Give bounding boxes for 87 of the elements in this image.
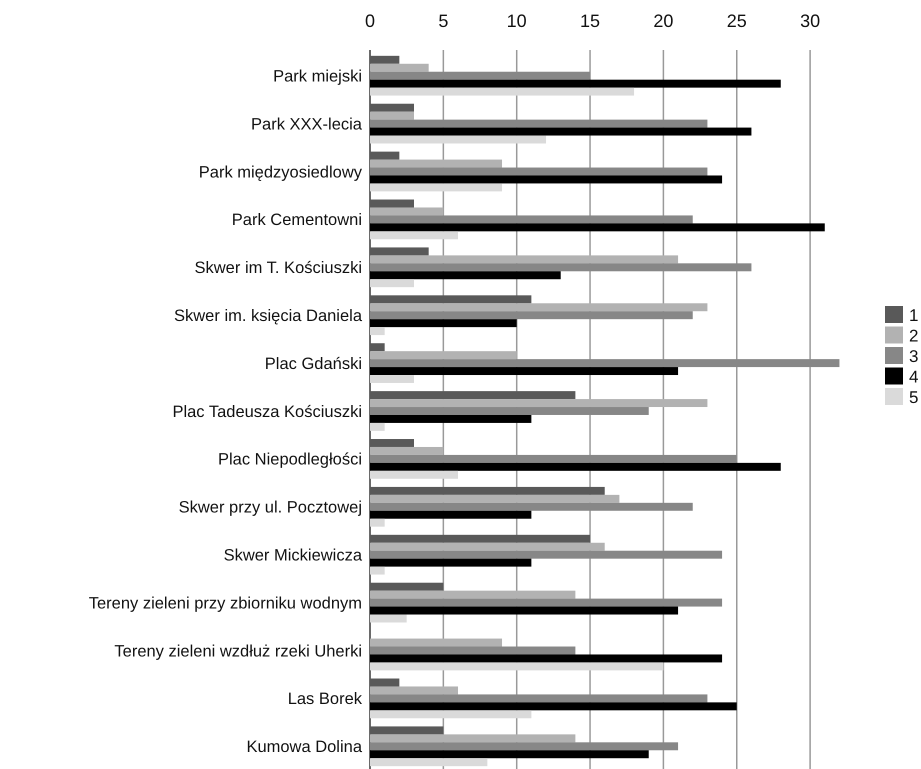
y-tick-label: Tereny zieleni przy zbiorniku wodnym [88,594,362,612]
bar [370,606,678,615]
bar [370,263,752,272]
x-tick-label: 0 [364,11,376,31]
x-tick-label: 15 [580,11,600,31]
bar [370,271,561,280]
bar [370,128,752,136]
bar [370,367,678,376]
bar [370,279,414,288]
legend-label: 5 [909,388,918,407]
bar [370,654,722,662]
y-tick-label: Skwer przy ul. Pocztowej [178,498,362,517]
y-tick-label: Park miejski [273,67,362,86]
bar [370,351,517,360]
x-tick-label: 25 [726,11,747,31]
bar [370,702,737,710]
y-tick-label: Plac Niepodległości [218,450,362,469]
bar [370,414,532,423]
bar [370,168,708,176]
bar [370,614,407,622]
y-tick-label: Park Cementowni [232,211,362,230]
bar [370,758,488,766]
y-tick-label: Park międzyosiedlowy [198,163,363,182]
y-tick-label: Kumowa Dolina [246,738,363,756]
bar [370,80,781,88]
bar [370,303,708,312]
bar [370,502,693,511]
bar [370,231,458,240]
bar [370,494,620,503]
bar [370,160,502,168]
x-tick-label: 10 [506,11,527,31]
bar [370,454,737,463]
bar [370,686,458,694]
bar [370,694,708,702]
bar [370,710,532,718]
bar [370,750,649,758]
bar [370,422,385,431]
bar [370,183,502,192]
bar [370,120,708,128]
bar [370,88,634,96]
bar [370,223,825,232]
y-tick-label: Skwer Mickiewicza [224,546,363,564]
bar [370,470,458,479]
bar [370,311,693,320]
bar [370,72,590,80]
legend-label: 3 [909,346,918,366]
bar [370,446,444,455]
bar [370,734,576,742]
bar [370,319,517,328]
y-tick-label: Plac Tadeusza Kościuszki [172,402,362,421]
y-tick-label: Skwer im T. Kościuszki [194,259,362,278]
bar [370,566,385,575]
x-tick-label: 20 [653,11,674,31]
bar [370,542,605,551]
bar [370,64,429,72]
bar [370,136,546,144]
y-tick-label: Las Borek [288,690,363,708]
bar [370,742,678,750]
y-tick-label: Tereny zieleni wzdłuż rzeki Uherki [114,642,362,660]
x-tick-label: 5 [438,11,448,31]
bar [370,598,722,607]
bar [370,550,722,559]
bar [370,359,840,368]
bar [370,255,678,264]
x-tick-label: 30 [800,11,820,31]
legend-label: 4 [909,367,918,386]
bar [370,175,722,184]
y-tick-label: Plac Gdański [264,354,362,373]
bar [370,407,649,415]
bar [370,399,708,408]
bar [370,638,502,647]
bar [370,590,576,599]
bar [370,215,693,224]
bar [370,327,385,336]
bar [370,207,444,216]
legend-label: 2 [909,326,918,346]
bar [370,558,532,567]
bar [370,518,385,527]
legend-label: 1 [909,306,918,325]
bar [370,662,664,670]
y-tick-label: Skwer im. księcia Daniela [174,306,363,325]
bar [370,375,414,383]
bar [370,646,576,654]
y-tick-label: Park XXX-lecia [251,115,363,134]
bar [370,462,781,471]
bar [370,112,414,120]
bar [370,510,532,519]
